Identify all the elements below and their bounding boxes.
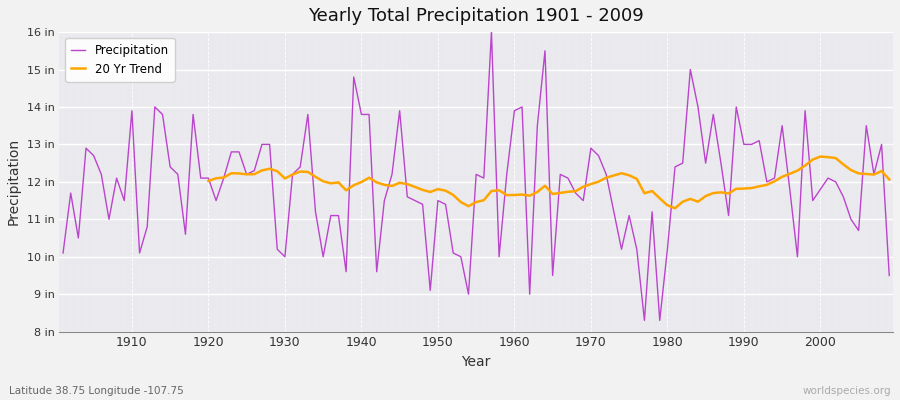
Text: Latitude 38.75 Longitude -107.75: Latitude 38.75 Longitude -107.75 [9, 386, 184, 396]
Precipitation [119, 198, 130, 203]
Precipitation [509, 108, 520, 113]
20 Yr Trend [203, 178, 214, 183]
X-axis label: Year: Year [462, 355, 490, 369]
Precipitation [517, 104, 527, 109]
Legend: Precipitation, 20 Yr Trend: Precipitation, 20 Yr Trend [65, 38, 175, 82]
20 Yr Trend [777, 174, 788, 179]
Precipitation [608, 210, 619, 214]
Precipitation [333, 213, 344, 218]
Y-axis label: Precipitation: Precipitation [7, 138, 21, 226]
20 Yr Trend [792, 168, 803, 173]
20 Yr Trend [868, 172, 879, 177]
Title: Yearly Total Precipitation 1901 - 2009: Yearly Total Precipitation 1901 - 2009 [309, 7, 644, 25]
Precipitation [884, 273, 895, 278]
Precipitation [58, 250, 68, 255]
Precipitation [486, 30, 497, 34]
Precipitation [639, 318, 650, 323]
20 Yr Trend [685, 196, 696, 201]
Precipitation [287, 172, 298, 177]
Line: Precipitation: Precipitation [63, 32, 889, 320]
Line: 20 Yr Trend: 20 Yr Trend [209, 156, 889, 208]
20 Yr Trend [815, 154, 826, 159]
Text: worldspecies.org: worldspecies.org [803, 386, 891, 396]
20 Yr Trend [884, 177, 895, 182]
20 Yr Trend [670, 206, 680, 211]
20 Yr Trend [410, 184, 420, 189]
20 Yr Trend [295, 169, 306, 174]
